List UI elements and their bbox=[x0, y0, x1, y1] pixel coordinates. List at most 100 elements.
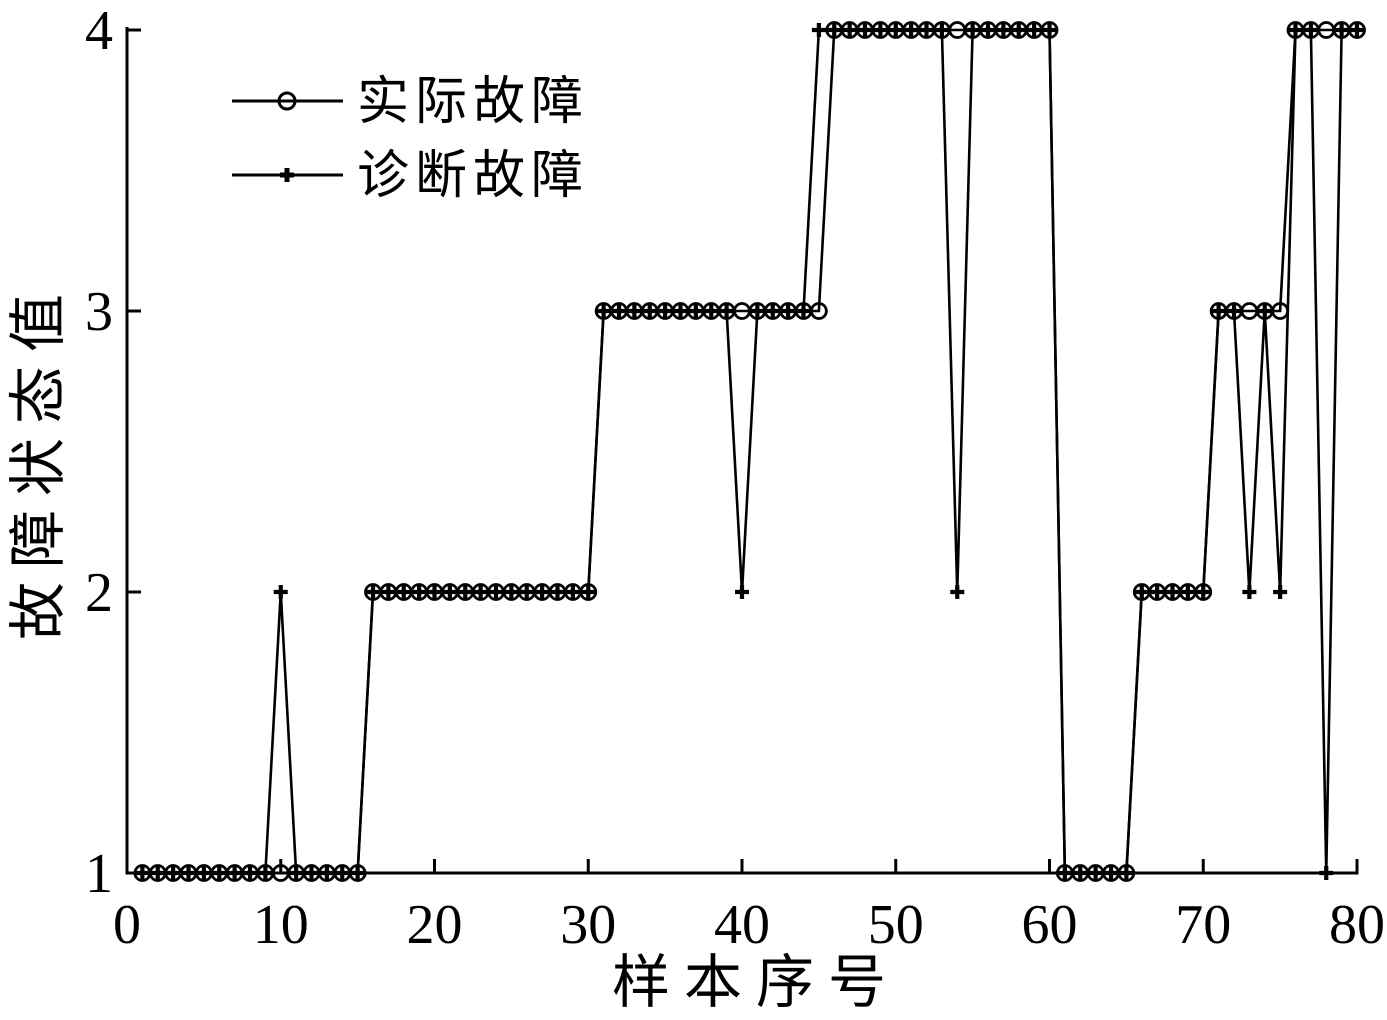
x-tick-label: 30 bbox=[560, 894, 616, 956]
plus-marker bbox=[581, 585, 596, 599]
plus-marker bbox=[965, 23, 980, 37]
circle-marker bbox=[579, 583, 598, 601]
plus-marker bbox=[319, 866, 334, 880]
plus-marker bbox=[258, 866, 273, 880]
plus-marker bbox=[1350, 23, 1364, 37]
plus-marker bbox=[1011, 23, 1026, 37]
plus-marker bbox=[304, 866, 319, 880]
plus-marker bbox=[1257, 304, 1272, 318]
legend-plus-icon bbox=[280, 168, 294, 182]
plus-marker bbox=[427, 585, 442, 599]
plus-marker bbox=[612, 304, 626, 318]
plus-marker bbox=[796, 304, 811, 318]
plus-marker bbox=[596, 304, 611, 318]
plus-marker bbox=[1196, 585, 1211, 599]
plus-marker bbox=[1180, 585, 1195, 599]
x-axis-title: 样本序号 bbox=[612, 950, 900, 1015]
plus-marker bbox=[1288, 23, 1303, 37]
plus-marker bbox=[1134, 585, 1149, 599]
plus-marker bbox=[904, 23, 919, 37]
plus-marker bbox=[858, 23, 872, 37]
plus-marker bbox=[1027, 23, 1042, 37]
circle-marker bbox=[1271, 302, 1290, 320]
plus-marker bbox=[519, 585, 534, 599]
plus-marker bbox=[1104, 866, 1118, 880]
x-tick-label: 70 bbox=[1175, 894, 1231, 956]
plus-marker bbox=[811, 23, 826, 37]
plus-marker bbox=[704, 304, 719, 318]
legend-circle-icon bbox=[277, 91, 297, 111]
axes: 0 10 20 30 40 50 60 70 80 1 2 3 4 bbox=[85, 0, 1385, 956]
plus-marker bbox=[181, 866, 196, 880]
x-tick-label: 50 bbox=[868, 894, 924, 956]
plus-marker bbox=[335, 866, 350, 880]
plus-marker bbox=[658, 304, 673, 318]
plus-marker bbox=[273, 585, 288, 599]
circle-marker bbox=[809, 302, 828, 320]
plus-marker bbox=[1150, 585, 1165, 599]
x-tick-label: 60 bbox=[1022, 894, 1078, 956]
circle-marker bbox=[1194, 583, 1213, 601]
legend: 实际故障 诊断故障 bbox=[232, 74, 589, 205]
y-tick-label: 4 bbox=[85, 0, 113, 62]
plus-marker bbox=[289, 866, 304, 880]
plot-series bbox=[133, 21, 1366, 882]
plus-marker bbox=[135, 866, 150, 880]
circle-marker bbox=[1040, 21, 1059, 39]
plus-marker bbox=[1057, 866, 1072, 880]
plus-marker bbox=[627, 304, 642, 318]
plus-marker bbox=[1073, 866, 1088, 880]
plus-marker bbox=[673, 304, 688, 318]
y-tick-label: 2 bbox=[85, 562, 113, 624]
plus-marker bbox=[1227, 304, 1241, 318]
plus-marker bbox=[396, 585, 411, 599]
plus-marker bbox=[1303, 23, 1318, 37]
y-tick-label: 3 bbox=[85, 281, 113, 343]
plus-marker bbox=[504, 585, 519, 599]
plus-marker bbox=[412, 585, 427, 599]
plus-marker bbox=[1273, 585, 1288, 599]
circle-marker bbox=[348, 864, 367, 882]
plus-marker bbox=[166, 866, 181, 880]
plus-marker bbox=[919, 23, 934, 37]
plus-marker bbox=[1088, 866, 1103, 880]
x-tick-label: 80 bbox=[1329, 894, 1385, 956]
plus-marker bbox=[934, 23, 949, 37]
x-tick-label: 10 bbox=[253, 894, 309, 956]
plus-marker bbox=[550, 585, 565, 599]
plus-marker bbox=[1042, 23, 1057, 37]
plus-marker bbox=[888, 23, 903, 37]
y-axis-title: 故障状态值 bbox=[6, 280, 71, 640]
plus-marker bbox=[489, 585, 503, 599]
plus-marker bbox=[750, 304, 765, 318]
legend-label-actual: 实际故障 bbox=[357, 74, 589, 131]
plus-marker bbox=[1119, 866, 1134, 880]
series-line-diagnosed bbox=[142, 28, 1357, 875]
plus-marker bbox=[350, 866, 365, 880]
plus-marker bbox=[366, 585, 380, 599]
plus-marker bbox=[842, 23, 857, 37]
circle-marker bbox=[1348, 21, 1366, 39]
circle-marker bbox=[1117, 864, 1136, 882]
plus-marker bbox=[1211, 304, 1226, 318]
plus-marker bbox=[996, 23, 1011, 37]
plus-marker bbox=[227, 866, 242, 880]
plus-marker bbox=[1319, 866, 1334, 880]
x-tick-label: 20 bbox=[407, 894, 463, 956]
plus-marker bbox=[150, 866, 165, 880]
plus-marker bbox=[243, 866, 257, 880]
plus-marker bbox=[981, 23, 995, 37]
plus-marker bbox=[735, 585, 749, 599]
plus-marker bbox=[381, 585, 396, 599]
x-tick-label: 0 bbox=[113, 894, 141, 956]
plus-marker bbox=[535, 585, 550, 599]
plus-marker bbox=[950, 585, 965, 599]
plus-marker bbox=[1165, 585, 1180, 599]
plus-marker bbox=[442, 585, 457, 599]
plus-marker bbox=[873, 23, 888, 37]
plus-marker bbox=[1334, 23, 1349, 37]
plus-marker bbox=[765, 304, 780, 318]
plus-marker bbox=[719, 304, 734, 318]
